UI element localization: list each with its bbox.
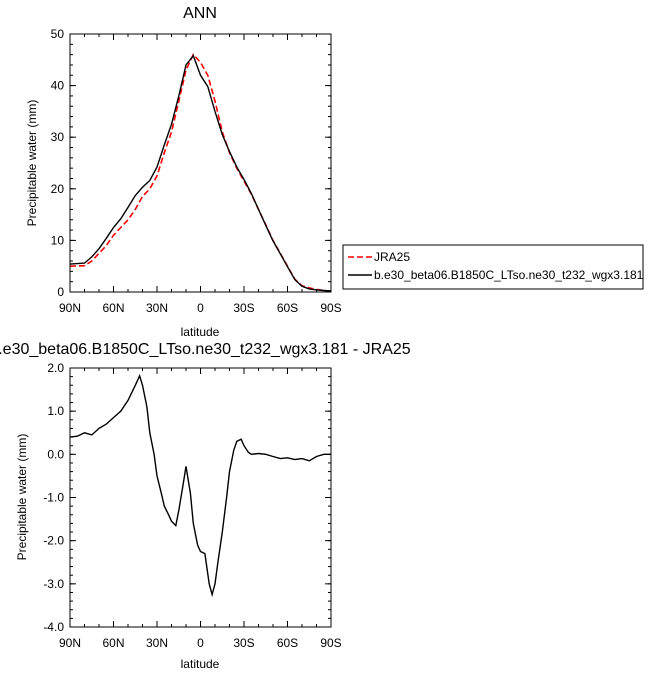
top-y-tick-label: 30 <box>51 130 65 144</box>
bottom-x-tick-label: 90S <box>320 636 341 650</box>
top-series-line-0 <box>69 53 332 292</box>
bottom-plot-frame <box>69 367 332 628</box>
top-x-tick-label: 0 <box>197 301 204 315</box>
bottom-x-tick-label: 30N <box>146 636 168 650</box>
bottom-x-tick-label: 90N <box>59 636 81 650</box>
top-plot-frame <box>69 33 332 293</box>
bottom-plot-area: 90N 60N 30N 0 30S 60S 90S 2.0 1.0 0.0 -1.0 -2.0 -3.0… <box>43 361 341 650</box>
bottom-x-tick-label: 30S <box>233 636 254 650</box>
top-x-tick-label: 60N <box>102 301 124 315</box>
top-y-tick-label: 10 <box>51 233 65 247</box>
bottom-y-tick-label: 0.0 <box>47 447 64 461</box>
legend: JRA25 b.e30_beta06.B1850C_LTso.ne30_t232… <box>342 244 644 290</box>
bottom-y-tick-label: 1.0 <box>47 404 64 418</box>
top-series-line-1 <box>69 54 332 292</box>
top-y-tick-label: 40 <box>51 79 65 93</box>
bottom-series-line-0 <box>69 373 331 598</box>
top-x-tick-label: 30S <box>233 301 254 315</box>
bottom-x-axis-label: latitude <box>181 657 220 671</box>
top-panel: ANN 90N 60N 30N 0 30S 60S 90S 0 10 20 30 40 50 latit… <box>25 5 342 339</box>
top-x-axis-label: latitude <box>181 325 220 339</box>
legend-label-model: b.e30_beta06.B1850C_LTso.ne30_t232_wgx3.… <box>374 268 644 282</box>
bottom-y-tick-label: -2.0 <box>43 534 64 548</box>
bottom-y-tick-label: -4.0 <box>43 620 64 634</box>
bottom-y-tick-label: 2.0 <box>47 361 64 375</box>
top-y-axis-label: Precipitable water (mm) <box>25 100 39 227</box>
bottom-y-tick-label: -3.0 <box>43 577 64 591</box>
bottom-y-axis-label: Precipitable water (mm) <box>15 434 29 561</box>
bottom-chart-title: b.e30_beta06.B1850C_LTso.ne30_t232_wgx3.… <box>0 341 411 358</box>
top-y-tick-label: 50 <box>51 27 65 41</box>
top-y-tick-label: 0 <box>57 285 64 299</box>
top-x-tick-label: 90N <box>59 301 81 315</box>
legend-box <box>342 244 644 290</box>
top-y-tick-label: 20 <box>51 182 65 196</box>
top-plot-area: 90N 60N 30N 0 30S 60S 90S 0 10 20 30 40 50 <box>51 27 342 315</box>
bottom-x-tick-label: 60S <box>277 636 298 650</box>
bottom-panel: b.e30_beta06.B1850C_LTso.ne30_t232_wgx3.… <box>0 341 411 671</box>
top-x-tick-label: 90S <box>320 301 341 315</box>
top-x-tick-label: 60S <box>277 301 298 315</box>
bottom-x-tick-label: 0 <box>197 636 204 650</box>
top-x-tick-label: 30N <box>146 301 168 315</box>
legend-label-jra25: JRA25 <box>374 250 410 264</box>
top-chart-title: ANN <box>183 5 217 22</box>
bottom-y-tick-label: -1.0 <box>43 491 64 505</box>
bottom-x-tick-label: 60N <box>102 636 124 650</box>
